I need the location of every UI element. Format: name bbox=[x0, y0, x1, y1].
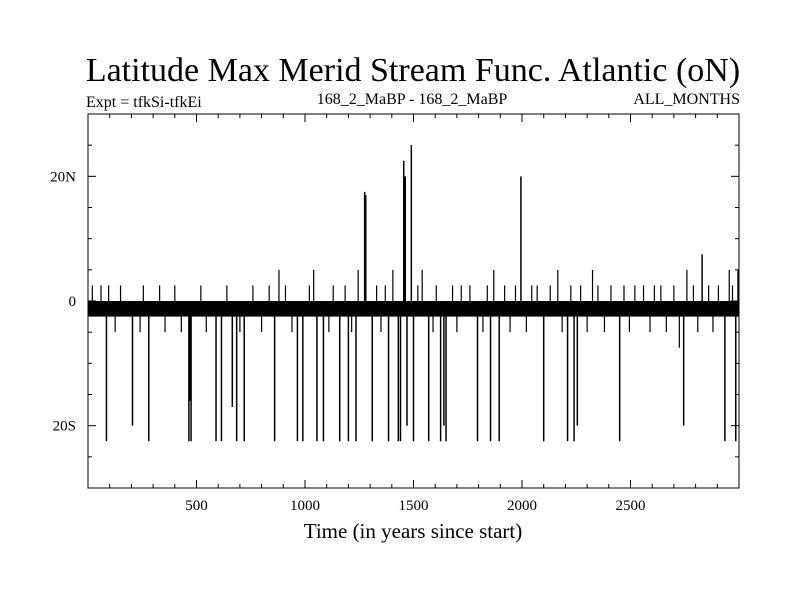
x-tick-label: 1000 bbox=[290, 498, 320, 514]
plot-frame bbox=[87, 113, 740, 489]
subtitle-experiment: Expt = tfkSi-tfkEi bbox=[86, 94, 202, 111]
subtitle-months: ALL_MONTHS bbox=[633, 91, 740, 108]
chart-title: Latitude Max Merid Stream Func. Atlantic… bbox=[86, 52, 740, 89]
x-tick-label: 500 bbox=[185, 498, 208, 514]
y-tick-label: 20S bbox=[53, 419, 76, 435]
x-tick-label: 1500 bbox=[399, 498, 429, 514]
x-axis-label: Time (in years since start) bbox=[304, 519, 523, 543]
x-tick-label: 2500 bbox=[616, 498, 646, 514]
plot-area: 500 1000 1500 2000 2500 20S 0 20N bbox=[50, 114, 739, 514]
subtitle-period: 168_2_MaBP - 168_2_MaBP bbox=[317, 91, 508, 108]
y-tick-label: 0 bbox=[69, 294, 77, 310]
x-tick-label: 2000 bbox=[507, 498, 537, 514]
y-tick-label: 20N bbox=[50, 169, 76, 185]
